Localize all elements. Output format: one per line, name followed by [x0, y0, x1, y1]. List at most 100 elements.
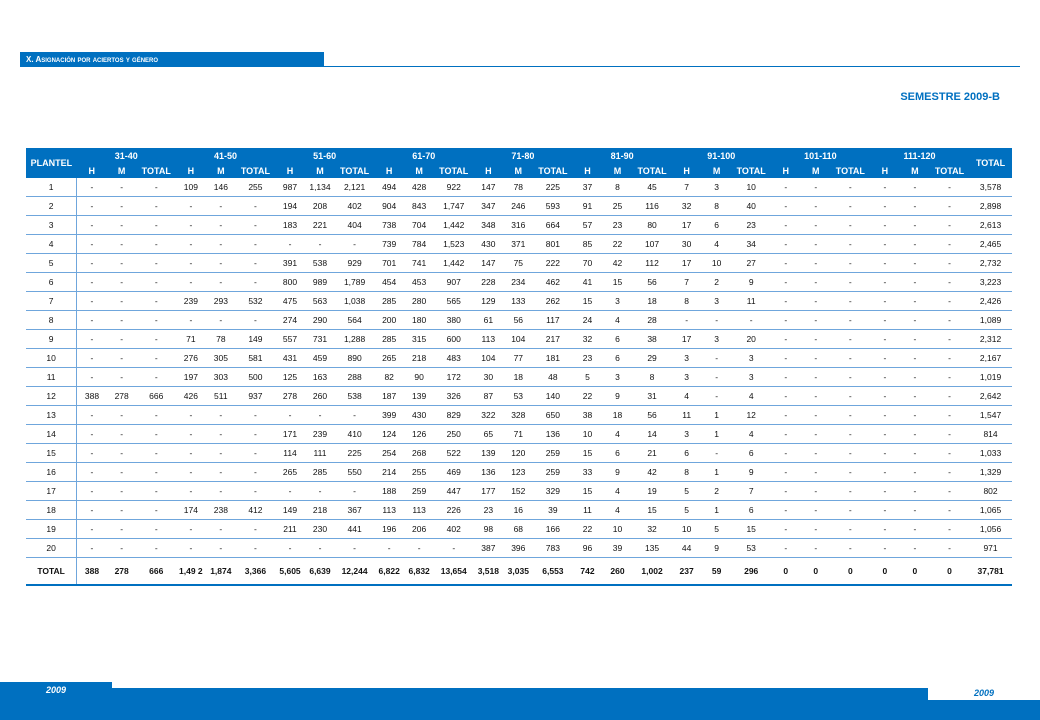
- value-cell: 6: [731, 500, 771, 520]
- value-cell: 280: [404, 291, 435, 311]
- value-cell: 136: [473, 462, 504, 482]
- value-cell: 78: [503, 178, 534, 197]
- value-cell: 328: [503, 405, 534, 425]
- value-cell: 2,613: [969, 215, 1012, 235]
- value-cell: -: [869, 215, 900, 235]
- value-cell: 10: [731, 178, 771, 197]
- value-cell: 326: [434, 386, 474, 406]
- value-cell: 1,033: [969, 443, 1012, 463]
- total-cell: 666: [136, 557, 176, 586]
- value-cell: 4: [671, 386, 702, 406]
- value-cell: -: [235, 424, 276, 444]
- value-cell: -: [175, 215, 206, 235]
- value-cell: 4: [602, 500, 633, 520]
- value-cell: -: [899, 329, 930, 349]
- value-cell: -: [770, 462, 801, 482]
- value-cell: 61: [473, 310, 504, 330]
- value-cell: 107: [632, 234, 672, 254]
- value-cell: -: [136, 178, 176, 197]
- value-cell: 24: [572, 310, 603, 330]
- value-cell: -: [136, 291, 176, 311]
- value-cell: 78: [205, 329, 236, 349]
- plantel-cell: 14: [26, 424, 78, 444]
- value-cell: -: [830, 215, 870, 235]
- plantel-cell: 3: [26, 215, 78, 235]
- value-cell: -: [701, 348, 732, 368]
- value-cell: 56: [632, 272, 672, 292]
- value-cell: 75: [503, 253, 534, 273]
- value-cell: 322: [473, 405, 504, 425]
- total-cell: 0: [899, 557, 930, 586]
- value-cell: 183: [275, 215, 305, 235]
- value-cell: -: [235, 196, 276, 216]
- value-cell: 68: [503, 519, 534, 539]
- value-cell: -: [205, 253, 236, 273]
- value-cell: 1,019: [969, 367, 1012, 387]
- value-cell: 117: [533, 310, 573, 330]
- value-cell: -: [800, 405, 831, 425]
- value-cell: 475: [275, 291, 305, 311]
- value-cell: -: [800, 538, 831, 558]
- value-cell: 113: [374, 500, 405, 520]
- value-cell: -: [899, 500, 930, 520]
- value-cell: 123: [503, 462, 534, 482]
- value-cell: -: [800, 348, 831, 368]
- value-cell: 305: [205, 348, 236, 368]
- value-cell: 39: [533, 500, 573, 520]
- value-cell: -: [770, 215, 801, 235]
- value-cell: -: [929, 178, 970, 197]
- table-row: 11- - -197 303 500 125 163 288 82 90 172 30 18 48 5 3 8 3…: [26, 367, 1012, 387]
- value-cell: -: [869, 291, 900, 311]
- value-cell: 4: [602, 481, 633, 501]
- value-cell: 7: [671, 178, 702, 197]
- footer-year-left: 2009: [0, 682, 112, 699]
- value-cell: -: [175, 481, 206, 501]
- value-cell: -: [76, 253, 107, 273]
- value-cell: 1,747: [434, 196, 474, 216]
- value-cell: 77: [503, 348, 534, 368]
- value-cell: 431: [275, 348, 305, 368]
- value-cell: -: [929, 443, 970, 463]
- value-cell: 459: [305, 348, 335, 368]
- value-cell: 230: [305, 519, 335, 539]
- value-cell: 288: [334, 367, 375, 387]
- value-cell: 1,089: [969, 310, 1012, 330]
- value-cell: -: [800, 178, 831, 197]
- table-row: 12 388 278 666 426 511 937 278 260 538 187 139 326 87…: [26, 386, 1012, 406]
- value-cell: 208: [305, 196, 335, 216]
- value-cell: -: [701, 443, 732, 463]
- total-cell: 3,366: [235, 557, 276, 586]
- value-cell: 149: [235, 329, 276, 349]
- value-cell: 180: [404, 310, 435, 330]
- value-cell: 1: [701, 424, 732, 444]
- value-cell: 71: [503, 424, 534, 444]
- value-cell: 4: [731, 386, 771, 406]
- value-cell: 34: [731, 234, 771, 254]
- value-cell: 2,426: [969, 291, 1012, 311]
- value-cell: 37: [572, 178, 603, 197]
- value-cell: -: [175, 253, 206, 273]
- value-cell: 18: [503, 367, 534, 387]
- header-row-gender: H M TOTAL H M TOTAL H M TOTAL H M TOTAL H M TOTAL H M TOT…: [26, 163, 1012, 178]
- value-cell: -: [929, 215, 970, 235]
- value-cell: -: [106, 196, 137, 216]
- value-cell: 28: [632, 310, 672, 330]
- value-cell: 581: [235, 348, 276, 368]
- header-sub-m: M: [106, 163, 137, 178]
- value-cell: 197: [175, 367, 206, 387]
- value-cell: -: [800, 462, 831, 482]
- value-cell: -: [235, 253, 276, 273]
- value-cell: -: [869, 367, 900, 387]
- value-cell: 890: [334, 348, 375, 368]
- header-range-71-80: 71-80: [473, 148, 573, 163]
- value-cell: -: [929, 310, 970, 330]
- value-cell: 181: [533, 348, 573, 368]
- value-cell: 593: [533, 196, 573, 216]
- value-cell: -: [275, 481, 305, 501]
- value-cell: -: [106, 424, 137, 444]
- table-row: 4- - - - - - - - -739 784 1,523 430 371 801 85 22 107 30 4…: [26, 234, 1012, 254]
- value-cell: 739: [374, 234, 405, 254]
- value-cell: 226: [434, 500, 474, 520]
- value-cell: 259: [533, 443, 573, 463]
- value-cell: 11: [671, 405, 702, 425]
